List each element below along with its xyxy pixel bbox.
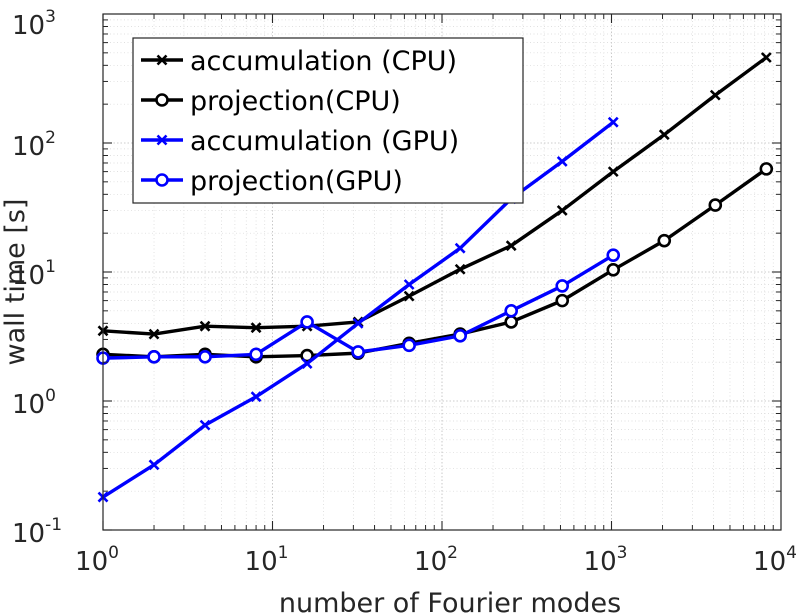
data-point <box>557 295 568 306</box>
legend-swatch-marker <box>157 95 168 106</box>
legend-swatch-marker <box>157 175 168 186</box>
y-axis-label: wall time [s] <box>0 199 31 366</box>
tick-base: 10 <box>12 390 45 420</box>
tick-exponent: 2 <box>45 128 56 148</box>
tick-exponent: 3 <box>45 7 56 27</box>
data-point <box>608 264 619 275</box>
x-axis-label: number of Fourier modes <box>279 588 621 616</box>
tick-base: 10 <box>414 547 447 577</box>
data-point <box>353 346 364 357</box>
tick-base: 10 <box>12 11 45 41</box>
tick-base: 10 <box>75 547 108 577</box>
tick-exponent: 1 <box>45 257 56 277</box>
tick-exponent: 4 <box>786 543 797 563</box>
tick-exponent: 2 <box>447 543 458 563</box>
tick-exponent: 0 <box>45 386 56 406</box>
legend-label: accumulation (GPU) <box>190 126 459 157</box>
legend: accumulation (CPU) projection(CPU) accumul… <box>133 38 523 203</box>
legend-label: accumulation (CPU) <box>190 46 457 77</box>
tick-exponent: 0 <box>108 543 119 563</box>
tick-exponent: 3 <box>617 543 628 563</box>
tick-exponent: 1 <box>278 543 289 563</box>
tick-base: 10 <box>12 519 45 549</box>
data-point <box>506 316 517 327</box>
tick-base: 10 <box>753 547 786 577</box>
data-point <box>404 340 415 351</box>
tick-base: 10 <box>12 132 45 162</box>
data-point <box>659 235 670 246</box>
legend-label: projection(CPU) <box>190 86 401 117</box>
data-point <box>710 200 721 211</box>
tick-base: 10 <box>245 547 278 577</box>
tick-exponent: -1 <box>45 515 62 535</box>
data-point <box>251 349 262 360</box>
tick-base: 10 <box>584 547 617 577</box>
data-point <box>200 351 211 362</box>
data-point <box>506 305 517 316</box>
data-point <box>608 250 619 261</box>
data-point <box>455 330 466 341</box>
legend-label: projection(GPU) <box>190 166 403 197</box>
data-point <box>149 351 160 362</box>
data-point <box>557 280 568 291</box>
data-point <box>302 316 313 327</box>
data-point <box>761 163 772 174</box>
